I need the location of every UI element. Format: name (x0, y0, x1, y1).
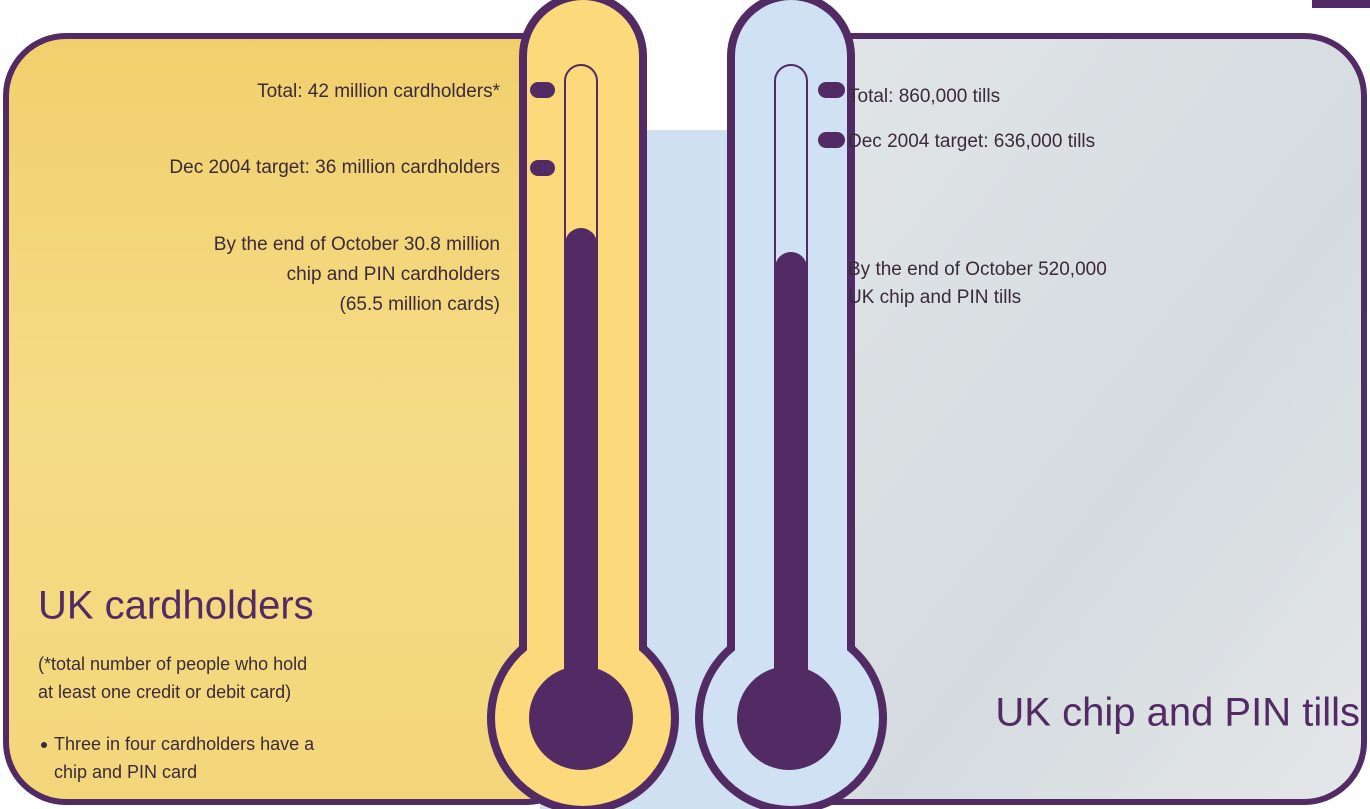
infographic: Total: 42 million cardholders* Dec 2004 … (0, 0, 1370, 809)
left-title: UK cardholders (38, 584, 314, 628)
right-total: Total: 860,000 tills (848, 86, 1000, 107)
left-total: Total: 42 million cardholders* (257, 81, 501, 102)
bullet-dot (41, 742, 47, 748)
left-progress-line: By the end of October 30.8 million (214, 234, 500, 255)
left-note-line: (*total number of people who hold (38, 654, 307, 674)
left-bullet-line: chip and PIN card (54, 762, 197, 782)
left-bullet-line: Three in four cardholders have a (54, 734, 315, 754)
page: Total: 42 million cardholders* Dec 2004 … (0, 0, 1370, 809)
right-progress-line: By the end of October 520,000 (848, 259, 1107, 280)
right-title: UK chip and PIN tills (995, 691, 1360, 735)
left-target: Dec 2004 target: 36 million cardholders (169, 157, 500, 178)
right-progress-line: UK chip and PIN tills (848, 287, 1021, 308)
right-target: Dec 2004 target: 636,000 tills (848, 131, 1095, 152)
left-progress-line: chip and PIN cardholders (287, 264, 500, 285)
corner-tab (1312, 0, 1370, 8)
left-note-line: at least one credit or debit card) (38, 682, 291, 702)
left-progress-line: (65.5 million cards) (340, 294, 501, 315)
